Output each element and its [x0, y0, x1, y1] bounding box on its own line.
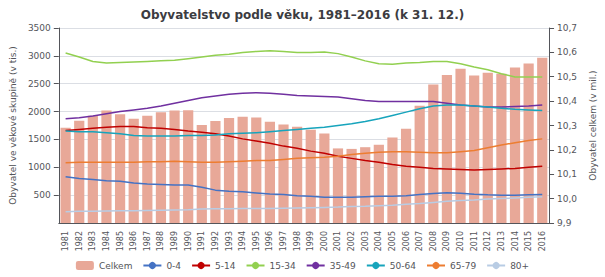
svg-text:2003: 2003 [361, 231, 370, 251]
svg-text:2000: 2000 [320, 231, 329, 251]
svg-text:2010: 2010 [456, 231, 465, 251]
svg-text:1985: 1985 [116, 231, 125, 251]
svg-text:2012: 2012 [483, 231, 492, 251]
svg-text:2015: 2015 [524, 231, 533, 251]
svg-text:1993: 1993 [225, 231, 234, 251]
svg-text:1500: 1500 [28, 134, 51, 144]
svg-text:1998: 1998 [293, 231, 302, 251]
svg-text:2011: 2011 [470, 231, 479, 251]
svg-text:1995: 1995 [252, 231, 261, 251]
svg-text:1999: 1999 [306, 231, 315, 251]
svg-text:10,2: 10,2 [557, 145, 577, 155]
svg-text:2014: 2014 [511, 231, 520, 251]
svg-text:1981: 1981 [61, 231, 70, 251]
svg-text:2500: 2500 [28, 79, 51, 89]
svg-text:Celkem: Celkem [99, 261, 133, 271]
svg-text:2004: 2004 [374, 231, 383, 251]
svg-text:15-34: 15-34 [270, 261, 296, 271]
svg-text:1000: 1000 [28, 162, 51, 172]
svg-text:50-64: 50-64 [390, 261, 416, 271]
svg-text:2016: 2016 [538, 231, 547, 251]
svg-text:1990: 1990 [184, 231, 193, 251]
svg-text:2007: 2007 [415, 231, 424, 251]
svg-text:9,9: 9,9 [557, 218, 572, 228]
svg-text:2002: 2002 [347, 231, 356, 251]
svg-text:0-4: 0-4 [166, 261, 181, 271]
svg-text:10,4: 10,4 [557, 96, 577, 106]
svg-text:Obyvatel celkem (v mil.): Obyvatel celkem (v mil.) [588, 70, 598, 180]
svg-text:1987: 1987 [143, 231, 152, 251]
svg-text:65-79: 65-79 [450, 261, 476, 271]
svg-text:Obyvatelstvo podle věku, 1981–: Obyvatelstvo podle věku, 1981–2016 (k 31… [141, 8, 465, 22]
svg-text:1996: 1996 [265, 231, 274, 251]
svg-text:2006: 2006 [402, 231, 411, 251]
svg-text:500: 500 [34, 190, 51, 200]
svg-text:10,0: 10,0 [557, 194, 577, 204]
svg-text:3000: 3000 [28, 51, 51, 61]
svg-text:10,3: 10,3 [557, 121, 577, 131]
svg-text:2013: 2013 [497, 231, 506, 251]
svg-text:1991: 1991 [197, 231, 206, 251]
svg-text:1988: 1988 [156, 231, 165, 251]
svg-text:1994: 1994 [238, 231, 247, 251]
svg-text:1982: 1982 [75, 231, 84, 251]
svg-text:2001: 2001 [333, 231, 342, 251]
svg-text:Obyvatel ve věkové skupině (v: Obyvatel ve věkové skupině (v tis.) [8, 46, 18, 205]
svg-text:1989: 1989 [170, 231, 179, 251]
svg-text:1997: 1997 [279, 231, 288, 251]
svg-text:2000: 2000 [28, 107, 51, 117]
svg-text:1986: 1986 [129, 231, 138, 251]
svg-text:80+: 80+ [510, 261, 529, 271]
svg-text:35-49: 35-49 [330, 261, 356, 271]
svg-text:2005: 2005 [388, 231, 397, 251]
svg-text:1992: 1992 [211, 231, 220, 251]
svg-text:3500: 3500 [28, 23, 51, 33]
svg-text:1983: 1983 [88, 231, 97, 251]
svg-text:10,6: 10,6 [557, 47, 577, 57]
svg-text:10,5: 10,5 [557, 72, 577, 82]
svg-text:5-14: 5-14 [215, 261, 236, 271]
svg-text:10,1: 10,1 [557, 169, 577, 179]
svg-text:1984: 1984 [102, 231, 111, 251]
svg-text:2008: 2008 [429, 231, 438, 251]
svg-text:10,7: 10,7 [557, 23, 577, 33]
svg-text:2009: 2009 [442, 231, 451, 251]
